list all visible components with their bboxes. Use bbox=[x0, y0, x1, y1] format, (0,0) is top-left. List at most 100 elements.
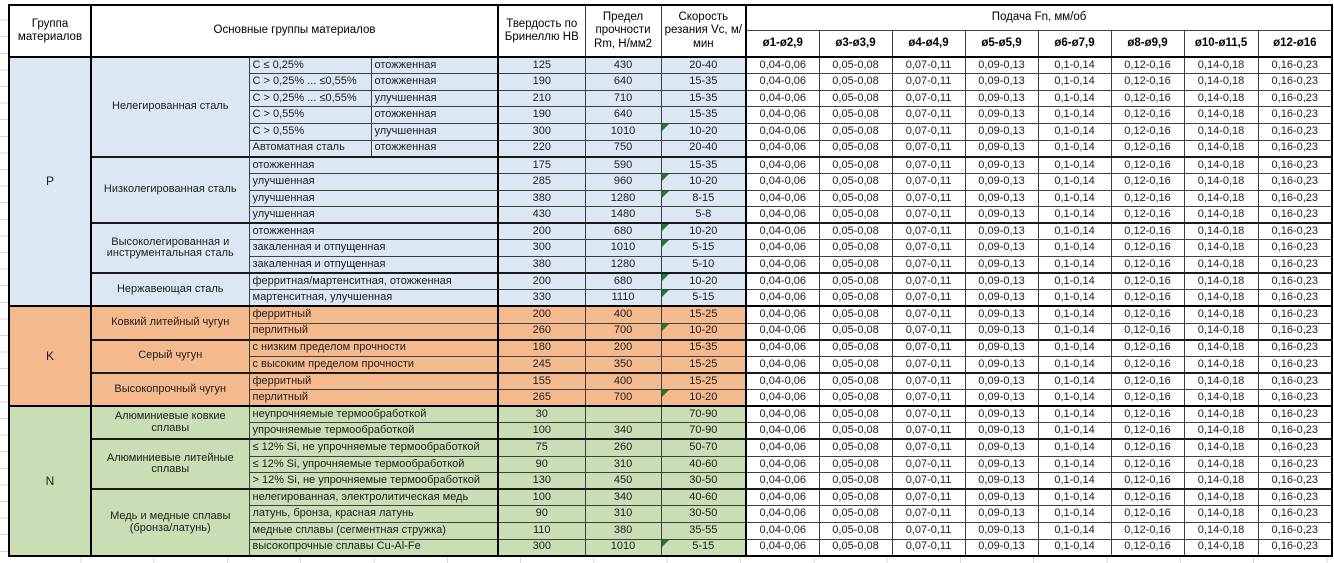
feed-cell[interactable]: 0,05-0,08 bbox=[818, 488, 893, 507]
feed-cell[interactable]: 0,09-0,13 bbox=[964, 355, 1039, 374]
feed-cell[interactable]: 0,05-0,08 bbox=[818, 322, 893, 341]
feed-cell[interactable]: 0,1-0,14 bbox=[1037, 139, 1112, 158]
feed-cell[interactable]: 0,14-0,18 bbox=[1183, 123, 1259, 141]
cutting-speed-cell[interactable]: 5-10 bbox=[660, 256, 748, 274]
feed-cell[interactable]: 0,1-0,14 bbox=[1037, 371, 1112, 390]
material-detail-cell[interactable]: с высоким пределом прочности bbox=[248, 355, 500, 374]
cutting-speed-cell[interactable]: 15-25 bbox=[660, 371, 748, 390]
material-detail-cell[interactable]: латунь, бронза, красная латунь bbox=[248, 505, 500, 523]
cutting-speed-cell[interactable]: 5-15 bbox=[660, 239, 748, 257]
group-code-cell[interactable]: K bbox=[8, 305, 92, 407]
feed-cell[interactable]: 0,12-0,16 bbox=[1110, 538, 1185, 557]
feed-cell[interactable]: 0,16-0,23 bbox=[1257, 189, 1333, 208]
feed-cell[interactable]: 0,04-0,06 bbox=[745, 56, 820, 75]
hardness-cell[interactable]: 175 bbox=[497, 155, 586, 174]
feed-cell[interactable]: 0,14-0,18 bbox=[1183, 106, 1259, 124]
feed-cell[interactable]: 0,04-0,06 bbox=[745, 289, 820, 307]
material-detail-cell[interactable]: ферритный bbox=[248, 305, 500, 324]
feed-cell[interactable]: 0,12-0,16 bbox=[1110, 472, 1185, 490]
feed-cell[interactable]: 0,16-0,23 bbox=[1257, 155, 1333, 174]
feed-cell[interactable]: 0,05-0,08 bbox=[818, 472, 893, 490]
cutting-speed-cell[interactable]: 40-60 bbox=[660, 455, 748, 474]
feed-cell[interactable]: 0,09-0,13 bbox=[964, 538, 1039, 557]
feed-cell[interactable]: 0,09-0,13 bbox=[964, 189, 1039, 208]
feed-cell[interactable]: 0,04-0,06 bbox=[745, 123, 820, 141]
material-detail-cell[interactable]: с низким пределом прочности bbox=[248, 338, 500, 357]
feed-cell[interactable]: 0,09-0,13 bbox=[964, 389, 1039, 407]
feed-cell[interactable]: 0,1-0,14 bbox=[1037, 189, 1112, 208]
feed-cell[interactable]: 0,12-0,16 bbox=[1110, 206, 1185, 224]
material-detail-cell[interactable]: улучшенная bbox=[248, 206, 500, 224]
feed-cell[interactable]: 0,07-0,11 bbox=[891, 272, 966, 291]
feed-cell[interactable]: 0,14-0,18 bbox=[1183, 422, 1259, 440]
header-diameter-col-4[interactable]: ø5-ø5,9 bbox=[964, 29, 1039, 58]
material-detail-cell[interactable]: мартенситная, улучшенная bbox=[248, 289, 500, 307]
feed-cell[interactable]: 0,16-0,23 bbox=[1257, 389, 1333, 407]
feed-cell[interactable]: 0,16-0,23 bbox=[1257, 355, 1333, 374]
feed-cell[interactable]: 0,04-0,06 bbox=[745, 155, 820, 174]
feed-cell[interactable]: 0,07-0,11 bbox=[891, 488, 966, 507]
feed-cell[interactable]: 0,12-0,16 bbox=[1110, 56, 1185, 75]
feed-cell[interactable]: 0,12-0,16 bbox=[1110, 289, 1185, 307]
feed-cell[interactable]: 0,14-0,18 bbox=[1183, 272, 1259, 291]
feed-cell[interactable]: 0,16-0,23 bbox=[1257, 405, 1333, 424]
strength-cell[interactable]: 700 bbox=[584, 389, 662, 407]
feed-cell[interactable]: 0,12-0,16 bbox=[1110, 239, 1185, 257]
cutting-speed-cell[interactable]: 15-25 bbox=[660, 355, 748, 374]
material-detail-cell[interactable]: улучшенная bbox=[248, 189, 500, 208]
cutting-speed-cell[interactable]: 15-35 bbox=[660, 155, 748, 174]
feed-cell[interactable]: 0,09-0,13 bbox=[964, 405, 1039, 424]
feed-cell[interactable]: 0,16-0,23 bbox=[1257, 472, 1333, 490]
feed-cell[interactable]: 0,1-0,14 bbox=[1037, 389, 1112, 407]
feed-cell[interactable]: 0,14-0,18 bbox=[1183, 172, 1259, 191]
hardness-cell[interactable]: 110 bbox=[497, 522, 586, 540]
feed-cell[interactable]: 0,09-0,13 bbox=[964, 56, 1039, 75]
feed-cell[interactable]: 0,07-0,11 bbox=[891, 289, 966, 307]
feed-cell[interactable]: 0,1-0,14 bbox=[1037, 73, 1112, 91]
feed-cell[interactable]: 0,09-0,13 bbox=[964, 256, 1039, 274]
feed-cell[interactable]: 0,1-0,14 bbox=[1037, 405, 1112, 424]
strength-cell[interactable]: 960 bbox=[584, 172, 662, 191]
feed-cell[interactable]: 0,16-0,23 bbox=[1257, 371, 1333, 390]
feed-cell[interactable]: 0,09-0,13 bbox=[964, 305, 1039, 324]
feed-cell[interactable]: 0,12-0,16 bbox=[1110, 505, 1185, 523]
strength-cell[interactable]: 750 bbox=[584, 139, 662, 158]
feed-cell[interactable]: 0,04-0,06 bbox=[745, 371, 820, 390]
feed-cell[interactable]: 0,05-0,08 bbox=[818, 89, 893, 108]
feed-cell[interactable]: 0,12-0,16 bbox=[1110, 123, 1185, 141]
feed-cell[interactable]: 0,1-0,14 bbox=[1037, 488, 1112, 507]
hardness-cell[interactable]: 245 bbox=[497, 355, 586, 374]
feed-cell[interactable]: 0,14-0,18 bbox=[1183, 322, 1259, 341]
feed-cell[interactable]: 0,04-0,06 bbox=[745, 222, 820, 241]
header-diameter-col-2[interactable]: ø3-ø3,9 bbox=[818, 29, 893, 58]
feed-cell[interactable]: 0,09-0,13 bbox=[964, 272, 1039, 291]
strength-cell[interactable]: 340 bbox=[584, 488, 662, 507]
feed-cell[interactable]: 0,16-0,23 bbox=[1257, 222, 1333, 241]
cutting-speed-cell[interactable]: 40-60 bbox=[660, 488, 748, 507]
feed-cell[interactable]: 0,1-0,14 bbox=[1037, 289, 1112, 307]
hardness-cell[interactable]: 90 bbox=[497, 505, 586, 523]
feed-cell[interactable]: 0,04-0,06 bbox=[745, 438, 820, 457]
feed-cell[interactable]: 0,12-0,16 bbox=[1110, 89, 1185, 108]
material-subgroup-cell[interactable]: Низколегированная сталь bbox=[90, 155, 250, 224]
material-subgroup-cell[interactable]: Нелегированная сталь bbox=[90, 56, 250, 158]
feed-cell[interactable]: 0,04-0,06 bbox=[745, 172, 820, 191]
feed-cell[interactable]: 0,1-0,14 bbox=[1037, 322, 1112, 341]
cutting-speed-cell[interactable]: 10-20 bbox=[660, 222, 748, 241]
feed-cell[interactable]: 0,14-0,18 bbox=[1183, 305, 1259, 324]
cutting-speed-cell[interactable]: 70-90 bbox=[660, 422, 748, 440]
material-detail-cell[interactable]: C > 0,25% ... ≤0,55% bbox=[248, 73, 372, 91]
feed-cell[interactable]: 0,16-0,23 bbox=[1257, 422, 1333, 440]
feed-cell[interactable]: 0,04-0,06 bbox=[745, 256, 820, 274]
feed-cell[interactable]: 0,1-0,14 bbox=[1037, 522, 1112, 540]
feed-cell[interactable]: 0,1-0,14 bbox=[1037, 172, 1112, 191]
feed-cell[interactable]: 0,14-0,18 bbox=[1183, 405, 1259, 424]
group-code-cell[interactable]: P bbox=[8, 55, 92, 307]
material-state-cell[interactable]: улучшенная bbox=[370, 89, 500, 108]
feed-cell[interactable]: 0,09-0,13 bbox=[964, 206, 1039, 224]
feed-cell[interactable]: 0,09-0,13 bbox=[964, 505, 1039, 523]
feed-cell[interactable]: 0,12-0,16 bbox=[1110, 222, 1185, 241]
feed-cell[interactable]: 0,07-0,11 bbox=[891, 189, 966, 208]
header-feed-cell[interactable]: Подача Fn, мм/об bbox=[745, 4, 1333, 31]
header-group-cell[interactable]: Группа материалов bbox=[8, 4, 92, 58]
